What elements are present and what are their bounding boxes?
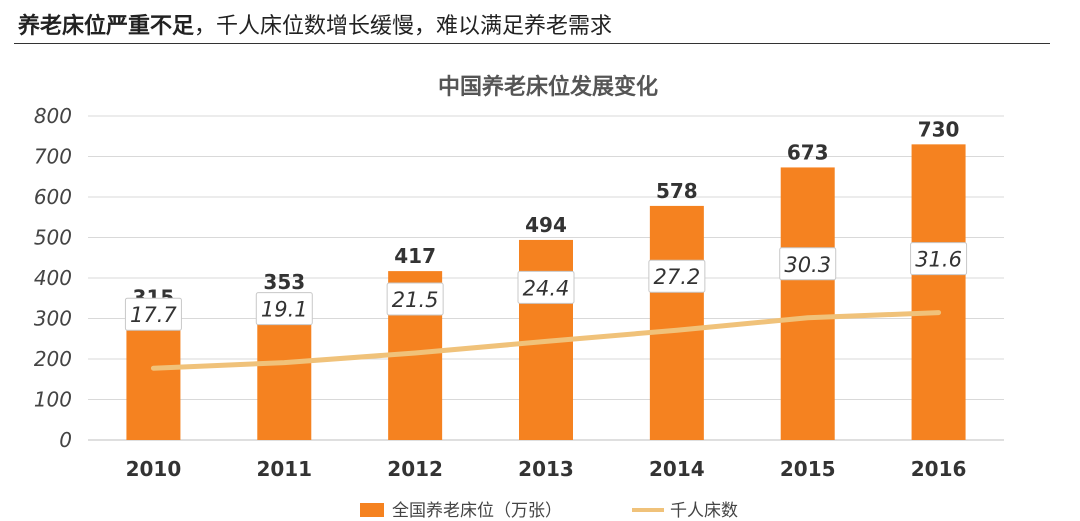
line-value-label: 24.4 [523, 276, 570, 300]
line-value-box [517, 270, 575, 304]
legend: 全国养老床位（万张） 千人床数 [360, 501, 738, 521]
bar-2010 [126, 312, 181, 440]
line-value-box [779, 247, 837, 281]
y-tick-label: 100 [34, 388, 72, 412]
bar-value-label: 417 [394, 244, 436, 268]
x-tick-label: 2014 [649, 457, 705, 481]
x-axis: 2010 2011 2012 2013 2014 2015 2016 [126, 457, 967, 481]
bar-value-label: 494 [525, 213, 567, 237]
line-value-label: 21.5 [392, 288, 439, 312]
x-tick-label: 2012 [387, 457, 443, 481]
x-tick-label: 2011 [256, 457, 312, 481]
bar-2014 [649, 205, 704, 440]
line-value-box [910, 242, 968, 276]
legend-bar-swatch [360, 503, 384, 517]
y-tick-label: 800 [34, 104, 72, 128]
headline-rest: ，千人床位数增长缓慢，难以满足养老需求 [194, 14, 613, 39]
y-tick-label: 600 [34, 185, 72, 209]
y-tick-label: 700 [34, 145, 72, 169]
bar-value-label: 673 [787, 140, 829, 164]
headline-bold: 养老床位严重不足 [18, 14, 195, 39]
line-value-box [648, 259, 706, 293]
line-value-box [386, 282, 444, 316]
bar-2016 [911, 144, 966, 440]
line-layer: 17.7 19.1 21.5 24.4 27.2 30.3 31.6 [124, 242, 968, 371]
x-tick-label: 2016 [911, 457, 967, 481]
y-tick-label: 200 [34, 347, 72, 371]
legend-bar-label: 全国养老床位（万张） [392, 501, 562, 521]
line-value-box [255, 292, 313, 326]
chart-title: 中国养老床位发展变化 [438, 74, 658, 100]
legend-line-label: 千人床数 [670, 501, 738, 521]
line-series-path [150, 310, 942, 371]
line-value-label: 27.2 [653, 265, 700, 289]
bar-value-label: 730 [918, 117, 960, 141]
line-value-label: 17.7 [130, 303, 177, 327]
y-tick-label: 500 [34, 226, 72, 250]
headline-divider [14, 43, 1050, 44]
x-tick-label: 2015 [780, 457, 836, 481]
y-tick-label: 400 [34, 266, 72, 290]
bar-value-label: 578 [656, 179, 698, 203]
bar-value-label: 353 [263, 270, 305, 294]
y-tick-label: 0 [59, 428, 72, 452]
y-axis: 0 100 200 300 400 500 600 700 800 [34, 104, 72, 452]
line-value-label: 30.3 [784, 253, 831, 277]
line-value-box [124, 297, 182, 331]
line-value-label: 19.1 [261, 298, 308, 322]
line-value-label: 31.6 [915, 248, 962, 272]
x-tick-label: 2010 [126, 457, 182, 481]
x-tick-label: 2013 [518, 457, 574, 481]
bar-2015 [780, 167, 835, 440]
y-tick-label: 300 [34, 307, 72, 331]
headline: 养老床位严重不足，千人床位数增长缓慢，难以满足养老需求 [18, 8, 612, 40]
